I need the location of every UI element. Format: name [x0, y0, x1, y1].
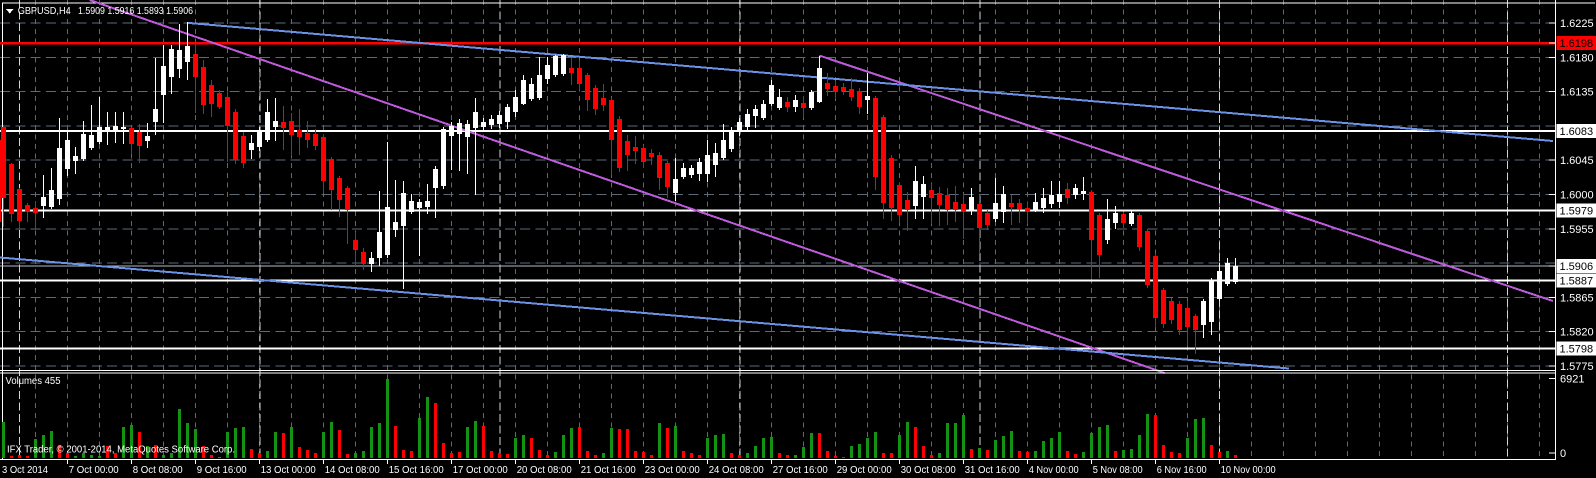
svg-text:24 Oct 08:00: 24 Oct 08:00 [709, 465, 764, 476]
svg-text:1.6045: 1.6045 [1560, 155, 1594, 167]
svg-text:1.6000: 1.6000 [1560, 190, 1594, 202]
svg-text:7 Oct 00:00: 7 Oct 00:00 [69, 465, 119, 476]
svg-text:1.6135: 1.6135 [1560, 87, 1594, 99]
svg-text:14 Oct 08:00: 14 Oct 08:00 [325, 465, 380, 476]
svg-text:3 Oct 2014: 3 Oct 2014 [2, 465, 48, 476]
svg-text:1.5865: 1.5865 [1560, 292, 1594, 304]
svg-text:15 Oct 16:00: 15 Oct 16:00 [389, 465, 444, 476]
svg-text:1.5820: 1.5820 [1560, 327, 1594, 339]
svg-text:1.6083: 1.6083 [1560, 126, 1594, 138]
svg-text:1.5979: 1.5979 [1560, 206, 1594, 218]
svg-text:1.6225: 1.6225 [1560, 18, 1594, 30]
svg-text:21 Oct 16:00: 21 Oct 16:00 [581, 465, 636, 476]
svg-text:6 Nov 16:00: 6 Nov 16:00 [1157, 465, 1207, 476]
svg-text:9 Oct 16:00: 9 Oct 16:00 [197, 465, 247, 476]
svg-text:23 Oct 00:00: 23 Oct 00:00 [645, 465, 700, 476]
svg-text:1.5775: 1.5775 [1560, 361, 1594, 373]
svg-text:29 Oct 00:00: 29 Oct 00:00 [837, 465, 892, 476]
svg-text:10 Nov 00:00: 10 Nov 00:00 [1221, 465, 1276, 476]
svg-text:1.5906: 1.5906 [1560, 261, 1594, 273]
svg-text:5 Nov 08:00: 5 Nov 08:00 [1093, 465, 1143, 476]
svg-text:1.5798: 1.5798 [1560, 343, 1594, 355]
svg-text:Volumes 455: Volumes 455 [6, 376, 61, 387]
svg-text:8 Oct 08:00: 8 Oct 08:00 [133, 465, 183, 476]
svg-text:1.6180: 1.6180 [1560, 52, 1594, 64]
svg-text:27 Oct 16:00: 27 Oct 16:00 [773, 465, 828, 476]
svg-text:GBPUSD,H4: GBPUSD,H4 [18, 6, 71, 17]
svg-text:4 Nov 00:00: 4 Nov 00:00 [1029, 465, 1079, 476]
svg-text:31 Oct 16:00: 31 Oct 16:00 [965, 465, 1020, 476]
svg-text:6921: 6921 [1560, 374, 1584, 386]
svg-text:13 Oct 00:00: 13 Oct 00:00 [261, 465, 316, 476]
svg-text:0: 0 [1560, 448, 1566, 460]
svg-text:1.5887: 1.5887 [1560, 276, 1594, 288]
svg-text:1.5909 1.5916 1.5893 1.5906: 1.5909 1.5916 1.5893 1.5906 [78, 6, 193, 17]
svg-text:IFX Trader, © 2001-2014, MetaQ: IFX Trader, © 2001-2014, MetaQuotes Soft… [7, 445, 235, 456]
svg-text:1.5955: 1.5955 [1560, 224, 1594, 236]
svg-text:30 Oct 08:00: 30 Oct 08:00 [901, 465, 956, 476]
svg-text:20 Oct 08:00: 20 Oct 08:00 [517, 465, 572, 476]
svg-text:17 Oct 00:00: 17 Oct 00:00 [453, 465, 508, 476]
svg-text:1.6198: 1.6198 [1560, 38, 1594, 50]
